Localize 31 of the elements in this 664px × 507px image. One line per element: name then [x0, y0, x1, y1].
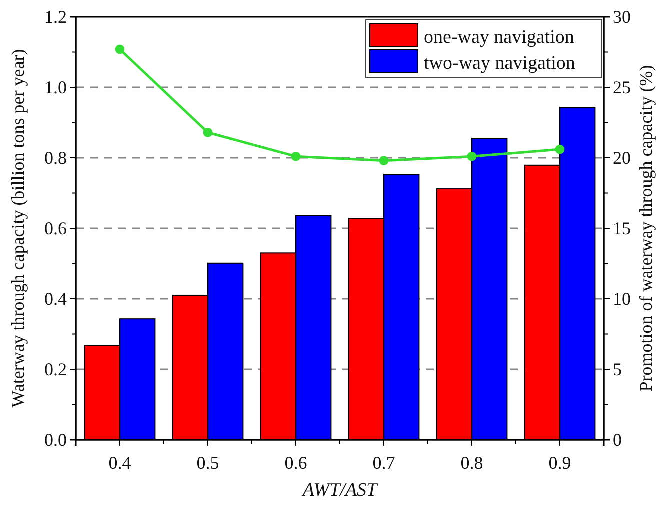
y-tick-label: 0.0 — [44, 430, 67, 450]
point — [291, 152, 301, 162]
y-tick-label: 0.8 — [44, 148, 67, 168]
y2-tick-label: 20 — [613, 148, 631, 168]
legend-label: one-way navigation — [424, 27, 575, 48]
y2-tick-label: 25 — [613, 77, 631, 98]
y2-tick-label: 10 — [613, 288, 631, 309]
y2-tick-label: 0 — [613, 430, 622, 450]
x-tick-label: 0.5 — [196, 452, 220, 473]
x-tick-label: 0.4 — [108, 452, 132, 473]
y-tick-label: 0.2 — [44, 359, 67, 380]
x-axis-title: AWT/AST — [300, 480, 379, 501]
x-tick-label: 0.7 — [372, 452, 396, 473]
point — [115, 44, 125, 54]
x-tick-label: 0.8 — [460, 452, 484, 473]
y2-tick-label: 30 — [613, 6, 631, 27]
x-tick-label: 0.9 — [548, 452, 572, 473]
legend-label: two-way navigation — [424, 53, 576, 74]
point — [467, 152, 477, 162]
y-axis-title: Waterway through capacity (billion tons per year) — [8, 49, 28, 408]
y-tick-label: 1.0 — [44, 77, 67, 98]
point — [379, 156, 389, 166]
y2-tick-label: 15 — [613, 218, 631, 238]
y2-tick-label: 5 — [613, 359, 622, 380]
point — [203, 128, 213, 138]
y2-axis-title: Promotion of waterway through capacity (%) — [636, 65, 656, 392]
y-tick-label: 0.4 — [44, 288, 67, 309]
point — [555, 144, 565, 154]
x-tick-label: 0.6 — [284, 452, 308, 473]
y-tick-label: 0.6 — [44, 218, 67, 238]
y-tick-label: 1.2 — [44, 6, 67, 27]
